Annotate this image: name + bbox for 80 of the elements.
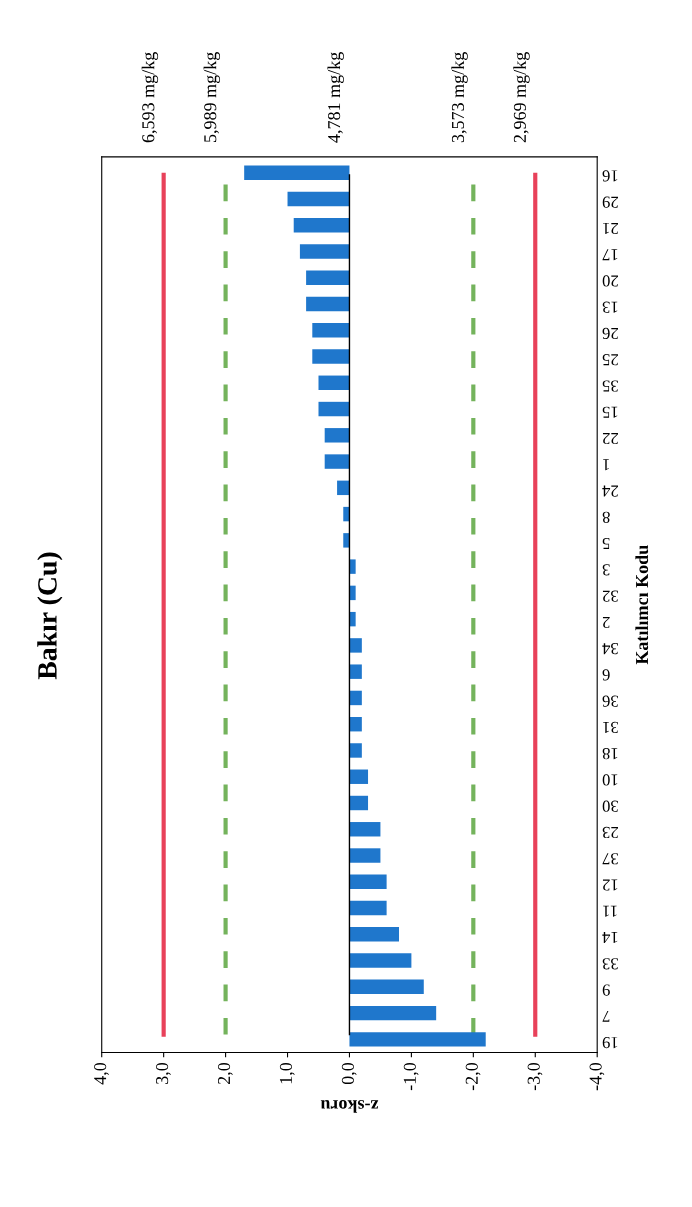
y-tick-label: 31 — [603, 721, 618, 734]
y-tick-label: 32 — [602, 590, 618, 602]
ref-line-label: 3,573 mg/kg — [451, 52, 468, 143]
y-tick-label: 30 — [602, 800, 618, 812]
ref-line-label: 6,593 mg/kg — [141, 52, 159, 143]
bar — [312, 323, 350, 338]
y-tick-label: 1 — [603, 459, 609, 471]
y-tick-label: 24 — [602, 485, 618, 497]
y-tick-label: 33 — [602, 958, 618, 970]
x-tick-label: -3,0 — [527, 1062, 543, 1091]
bar — [349, 927, 400, 942]
x-tick-label: 4,0 — [94, 1062, 109, 1085]
ref-line-label: 4,781 mg/kg — [327, 52, 344, 143]
bar — [349, 638, 362, 653]
bar — [349, 716, 362, 732]
y-tick-label: 9 — [602, 984, 610, 996]
y-tick-label: 29 — [602, 196, 618, 208]
bar — [349, 953, 412, 968]
bar — [306, 270, 350, 285]
y-tick-label: 16 — [602, 170, 618, 182]
y-tick-label: 10 — [602, 774, 618, 786]
y-tick-label: 6 — [602, 669, 610, 681]
y-tick-label: 37 — [602, 853, 618, 865]
bar — [349, 795, 369, 811]
y-tick-label: 20 — [602, 275, 618, 287]
y-tick-label: 8 — [602, 511, 610, 523]
x-tick-label: 0,0 — [341, 1062, 357, 1085]
bar — [306, 296, 350, 312]
text: Bakır (Cu) — [37, 552, 63, 680]
y-tick-label: 22 — [602, 433, 618, 445]
ref-line-label: 5,989 mg/kg — [203, 52, 221, 142]
bar — [293, 217, 350, 233]
bar — [349, 1032, 486, 1047]
y-tick-label: 5 — [602, 537, 610, 550]
x-tick-label: 2,0 — [217, 1062, 233, 1084]
y-tick-label: 17 — [602, 249, 618, 261]
y-tick-label: 2 — [602, 616, 610, 628]
bar — [349, 664, 362, 679]
x-tick-label: -2,0 — [465, 1062, 481, 1091]
x-tick-label: 1,0 — [279, 1062, 295, 1084]
bar — [349, 900, 387, 916]
bar — [349, 979, 424, 995]
bar — [349, 874, 387, 890]
bar — [318, 401, 350, 417]
y-tick-label: 25 — [602, 354, 618, 366]
bar — [244, 165, 350, 180]
y-tick-label: 26 — [602, 327, 618, 340]
x-tick-label: -4,0 — [589, 1062, 605, 1091]
y-tick-label: 13 — [602, 301, 618, 313]
ref-line-label: 2,969 mg/kg — [513, 52, 530, 143]
x-tick-label: 3,0 — [155, 1062, 171, 1084]
bar — [349, 1005, 437, 1021]
y-tick-label: 11 — [603, 905, 617, 917]
y-tick-label: 23 — [602, 826, 618, 839]
bar — [337, 480, 350, 496]
y-axis-title: Katılımcı Kodu — [635, 545, 649, 665]
bar — [318, 375, 350, 390]
x-axis-title: z-skoru — [320, 1099, 379, 1113]
bar — [324, 454, 350, 469]
bar — [349, 690, 362, 706]
bar — [312, 349, 350, 364]
bar — [349, 822, 381, 837]
bar — [349, 769, 369, 784]
y-tick-label: 14 — [602, 932, 618, 944]
y-tick-label: 15 — [602, 406, 618, 418]
bar — [349, 848, 381, 863]
bar — [349, 743, 362, 758]
x-tick-label: -1,0 — [403, 1062, 419, 1091]
y-tick-label: 34 — [602, 643, 618, 655]
y-tick-label: 35 — [602, 380, 618, 392]
y-tick-label: 19 — [602, 1036, 618, 1049]
bar — [299, 244, 350, 259]
bar — [324, 428, 350, 443]
bar — [287, 191, 350, 207]
y-tick-label: 7 — [602, 1010, 610, 1022]
y-tick-label: 12 — [602, 879, 618, 891]
y-tick-label: 3 — [602, 564, 610, 576]
y-tick-label: 36 — [602, 695, 618, 707]
y-tick-label: 21 — [603, 222, 618, 234]
y-tick-label: 18 — [602, 748, 618, 760]
